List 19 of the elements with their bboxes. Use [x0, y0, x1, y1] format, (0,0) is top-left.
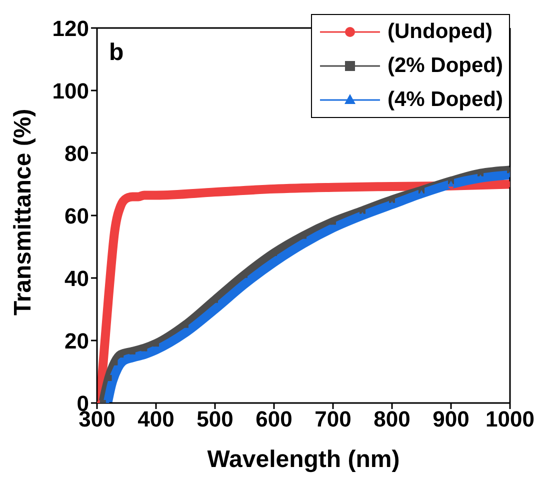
y-tick-label: 40 [64, 266, 89, 291]
annotation: b [109, 39, 124, 66]
y-tick-label: 120 [52, 16, 89, 41]
x-tick-label: 800 [374, 406, 410, 432]
x-tick-label: 400 [138, 406, 174, 432]
x-tick-label: 900 [432, 406, 470, 432]
y-tick-label: 60 [64, 203, 89, 228]
x-tick-label: 600 [256, 406, 292, 432]
x-tick-label: 500 [196, 406, 234, 432]
legend-label: (Undoped) [388, 20, 492, 44]
x-axis-title: Wavelength (nm) [207, 446, 400, 473]
y-axis-title: Transmittance (%) [10, 108, 37, 316]
y-tick-label: 100 [52, 78, 89, 104]
legend-label: (2% Doped) [388, 54, 503, 78]
y-tick-label: 80 [64, 140, 89, 166]
legend-label: (4% Doped) [388, 88, 503, 112]
y-tick-label: 20 [64, 328, 89, 354]
x-tick-label: 700 [314, 406, 352, 432]
x-tick-label: 1000 [486, 406, 534, 432]
